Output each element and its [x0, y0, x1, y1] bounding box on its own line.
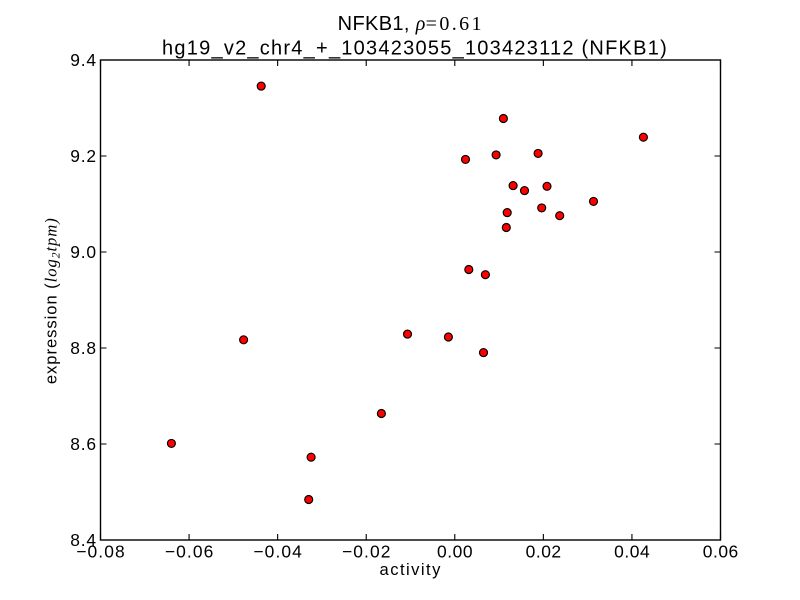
svg-text:0.06: 0.06: [703, 542, 739, 562]
svg-text:9.4: 9.4: [70, 50, 97, 70]
svg-text:−0.06: −0.06: [165, 542, 215, 562]
svg-text:0.00: 0.00: [437, 542, 473, 562]
svg-text:0.04: 0.04: [614, 542, 650, 562]
svg-text:−0.04: −0.04: [253, 542, 303, 562]
svg-text:hg19_v2_chr4_+_103423055_10342: hg19_v2_chr4_+_103423055_103423112 (NFKB…: [162, 37, 668, 59]
svg-text:expression (log2tpm): expression (log2tpm): [42, 217, 63, 384]
svg-text:−0.08: −0.08: [76, 542, 126, 562]
svg-text:activity: activity: [380, 560, 442, 579]
svg-text:8.4: 8.4: [70, 530, 97, 550]
svg-text:−0.02: −0.02: [342, 542, 392, 562]
svg-text:9.2: 9.2: [70, 146, 97, 166]
svg-text:8.8: 8.8: [70, 338, 97, 358]
svg-text:8.6: 8.6: [70, 434, 97, 454]
svg-text:0.02: 0.02: [526, 542, 562, 562]
svg-text:NFKB1, ρ=0.61: NFKB1, ρ=0.61: [338, 13, 484, 35]
svg-text:9.0: 9.0: [70, 242, 97, 262]
